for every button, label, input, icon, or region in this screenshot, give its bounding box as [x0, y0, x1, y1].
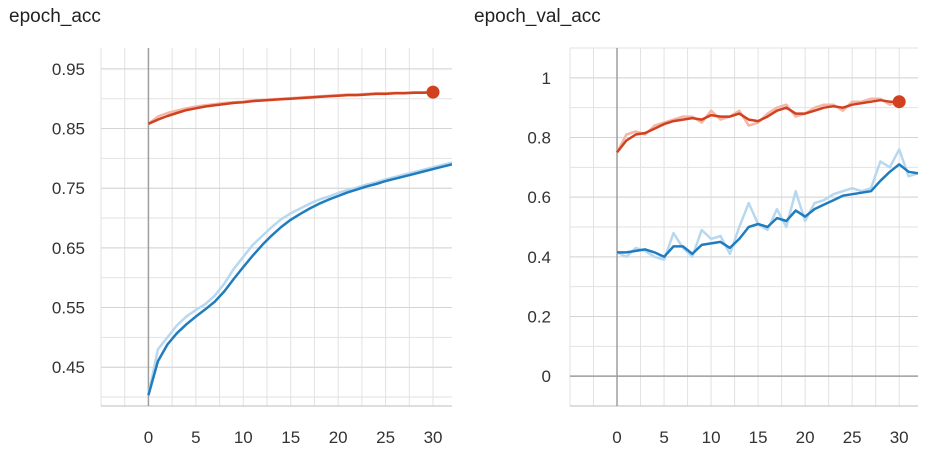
y-tick-label: 0.55 [52, 299, 85, 318]
y-tick-label: 0.6 [527, 188, 551, 207]
series-1-raw-line [616, 148, 918, 262]
x-tick-label: 30 [424, 428, 443, 447]
x-tick-label: 15 [281, 428, 300, 447]
y-tick-label: 0.65 [52, 239, 85, 258]
y-tick-label: 0.2 [527, 308, 551, 327]
chart-epoch-val-acc: 00.20.40.60.810 5 10 15 20 25 30 [527, 47, 918, 447]
plot-area [615, 97, 918, 262]
series-0-raw-line [615, 97, 900, 153]
series-1-smoothed-line [147, 163, 452, 396]
series-0-end-marker [892, 95, 906, 109]
y-tick-label: 0.4 [527, 248, 551, 267]
chart-epoch-acc: 0.45 0.55 0.65 0.75 0.85 0.95 0 5 10 15 20 25 30 [52, 48, 452, 447]
series-1-raw-line [147, 161, 452, 396]
y-tick-label: 0.85 [52, 120, 85, 139]
y-tick-label: 0.45 [52, 358, 85, 377]
y-tick-label: 0.75 [52, 179, 85, 198]
y-tick-label: 0 [542, 367, 551, 386]
y-tick-label: 1 [542, 69, 551, 88]
x-tick-label: 10 [234, 428, 253, 447]
x-tick-label: 15 [749, 428, 768, 447]
x-tick-label: 20 [796, 428, 815, 447]
y-tick-label: 0.95 [52, 60, 85, 79]
x-tick-label: 5 [191, 428, 200, 447]
series-1-smoothed-line [617, 163, 918, 259]
chart-title-left: epoch_acc [9, 6, 101, 27]
series-0-smoothed-line [616, 98, 900, 154]
x-tick-label: 5 [659, 428, 668, 447]
x-tick-label: 20 [329, 428, 348, 447]
y-tick-label: 0.8 [527, 129, 551, 148]
x-tick-label: 25 [843, 428, 862, 447]
series-0-end-marker [426, 85, 440, 99]
chart-title-right: epoch_val_acc [474, 6, 601, 27]
x-tick-label: 0 [612, 428, 621, 447]
plot-area [147, 90, 452, 396]
x-tick-label: 0 [144, 428, 153, 447]
series-0-smoothed-line [147, 90, 434, 125]
x-tick-label: 25 [376, 428, 395, 447]
x-tick-label: 30 [890, 428, 909, 447]
x-tick-label: 10 [702, 428, 721, 447]
